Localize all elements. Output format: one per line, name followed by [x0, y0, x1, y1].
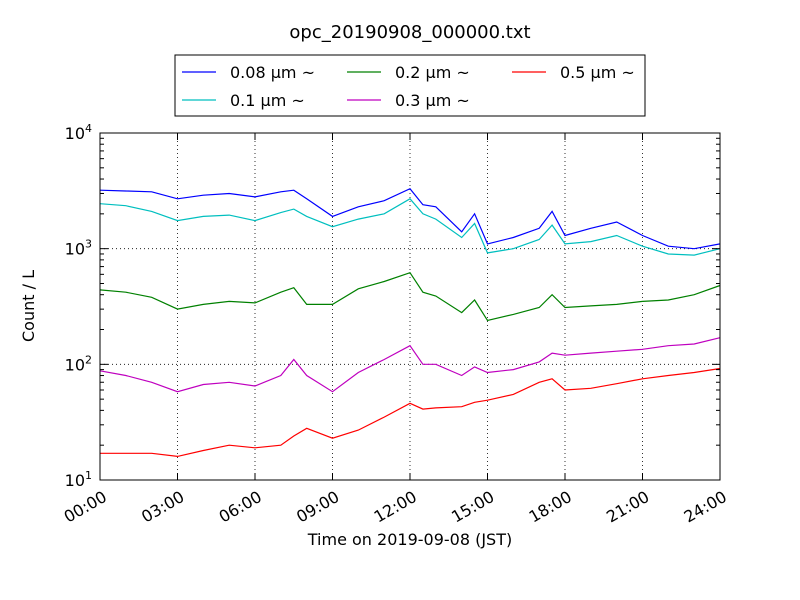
- y-tick-label: 102: [65, 353, 92, 374]
- chart-title: opc_20190908_000000.txt: [289, 22, 530, 43]
- series-line: [99, 187, 721, 250]
- series-line: [99, 271, 721, 322]
- legend-label: 0.2 μm ~: [395, 63, 470, 82]
- legend-label: 0.1 μm ~: [230, 91, 305, 110]
- y-axis-label: Count / L: [19, 270, 38, 342]
- series-line: [99, 198, 721, 256]
- legend-frame: [174, 54, 646, 117]
- series-line: [100, 367, 721, 458]
- y-tick-label: 104: [65, 122, 92, 143]
- legend-label: 0.3 μm ~: [395, 91, 470, 110]
- series-line: [99, 337, 721, 393]
- y-tick-label: 101: [65, 469, 92, 490]
- legend-label: 0.08 μm ~: [230, 63, 315, 82]
- x-axis-label: Time on 2019-09-08 (JST): [307, 530, 512, 549]
- legend: 0.08 μm ~ 0.1 μm ~ 0.2 μm ~ 0.3 μm ~ 0.5 μm …: [174, 54, 646, 117]
- y-tick-label: 103: [65, 238, 92, 259]
- grid-lines: [100, 133, 720, 480]
- legend-label: 0.5 μm ~: [560, 63, 635, 82]
- series-layer: [99, 187, 721, 458]
